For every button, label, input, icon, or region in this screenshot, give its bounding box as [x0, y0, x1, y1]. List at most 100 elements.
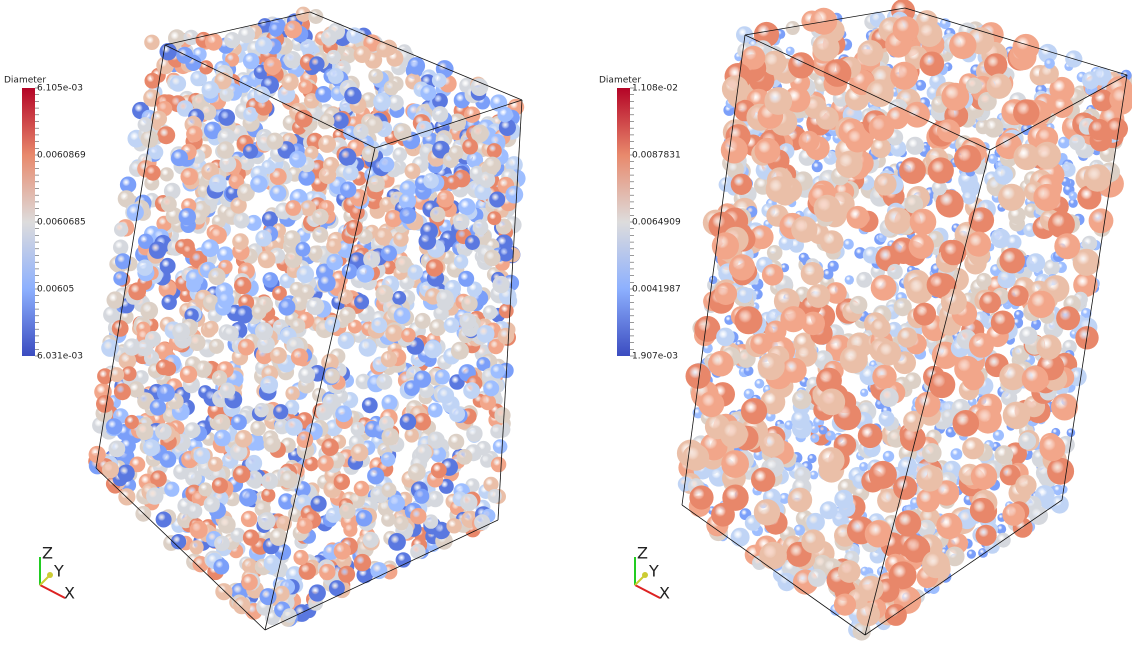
particle — [426, 259, 444, 277]
particle — [205, 33, 222, 50]
particle — [343, 523, 357, 537]
particle — [109, 441, 126, 458]
particle — [335, 405, 352, 422]
particle — [346, 27, 362, 43]
particle — [312, 227, 328, 243]
particle — [186, 126, 203, 143]
particle — [1033, 184, 1060, 211]
colorbar-label: 1.907e-03 — [632, 352, 678, 362]
particle — [128, 282, 146, 300]
particle — [807, 284, 831, 308]
colorbar-label: 0.00605 — [37, 285, 74, 295]
particle — [328, 68, 344, 84]
particle — [922, 443, 942, 463]
particle — [285, 386, 299, 400]
particle — [394, 123, 412, 141]
particle — [270, 347, 287, 364]
particle — [871, 318, 891, 338]
particle — [489, 192, 505, 208]
particle — [976, 525, 997, 546]
particle — [214, 536, 230, 552]
particle — [194, 447, 211, 464]
particle — [161, 196, 177, 212]
particle — [834, 490, 853, 509]
particle — [880, 388, 899, 407]
particle — [239, 489, 257, 507]
particle — [112, 320, 129, 337]
particle — [208, 268, 225, 285]
axis-label: X — [64, 584, 75, 603]
particle — [759, 542, 787, 570]
particle — [967, 550, 976, 559]
particle — [1054, 233, 1080, 259]
particle — [269, 22, 283, 36]
particle — [393, 231, 408, 246]
particle — [428, 403, 443, 418]
particle — [278, 299, 295, 316]
axis-label: Z — [637, 544, 648, 563]
particle — [838, 560, 861, 583]
particle — [233, 597, 250, 614]
particle — [264, 555, 280, 571]
particle — [689, 485, 713, 509]
particle — [385, 325, 402, 342]
particle — [208, 457, 223, 472]
particle — [820, 501, 838, 519]
particle — [917, 21, 943, 47]
particle — [904, 102, 930, 128]
particle — [187, 503, 203, 519]
particle — [224, 32, 240, 48]
particle — [368, 175, 385, 192]
axis-y-dot — [642, 572, 648, 578]
particle — [415, 313, 431, 329]
particle — [812, 34, 839, 61]
particle — [420, 85, 436, 101]
particle — [351, 422, 365, 436]
particle — [453, 214, 469, 230]
particle — [334, 543, 351, 560]
particle — [449, 145, 464, 160]
particle — [157, 126, 175, 144]
particle — [212, 477, 228, 493]
particle — [708, 351, 734, 377]
particle — [274, 586, 290, 602]
particle — [721, 450, 749, 478]
particle — [808, 569, 826, 587]
particle — [317, 455, 333, 471]
particle — [920, 52, 945, 77]
particle — [164, 482, 179, 497]
particle — [384, 80, 399, 95]
particle — [889, 561, 917, 589]
particle — [843, 239, 854, 250]
particle — [466, 425, 482, 441]
particle — [401, 328, 416, 343]
particle — [218, 109, 235, 126]
colorbar-label: 6.105e-03 — [37, 84, 83, 94]
particle — [381, 245, 397, 261]
particle — [986, 74, 1011, 99]
particle — [190, 521, 208, 539]
particle — [1050, 495, 1068, 513]
particle — [1015, 475, 1036, 496]
particle — [96, 395, 114, 413]
particle — [444, 317, 460, 333]
particle — [363, 532, 379, 548]
particle — [326, 508, 341, 523]
particle — [145, 165, 161, 181]
particle — [979, 292, 1001, 314]
viewer: Diameter6.105e-030.00608690.00606850.006… — [0, 0, 1132, 641]
particle — [1013, 99, 1039, 125]
particle — [388, 495, 405, 512]
particle — [494, 407, 510, 423]
particle-packing — [677, 0, 1132, 641]
particle — [261, 488, 275, 502]
particle — [487, 211, 501, 225]
particle — [865, 520, 892, 547]
particle — [432, 73, 447, 88]
particle — [217, 292, 234, 309]
particle — [1067, 428, 1076, 437]
particle — [285, 200, 301, 216]
particle — [928, 157, 954, 183]
particle — [405, 163, 421, 179]
particle — [235, 306, 253, 324]
